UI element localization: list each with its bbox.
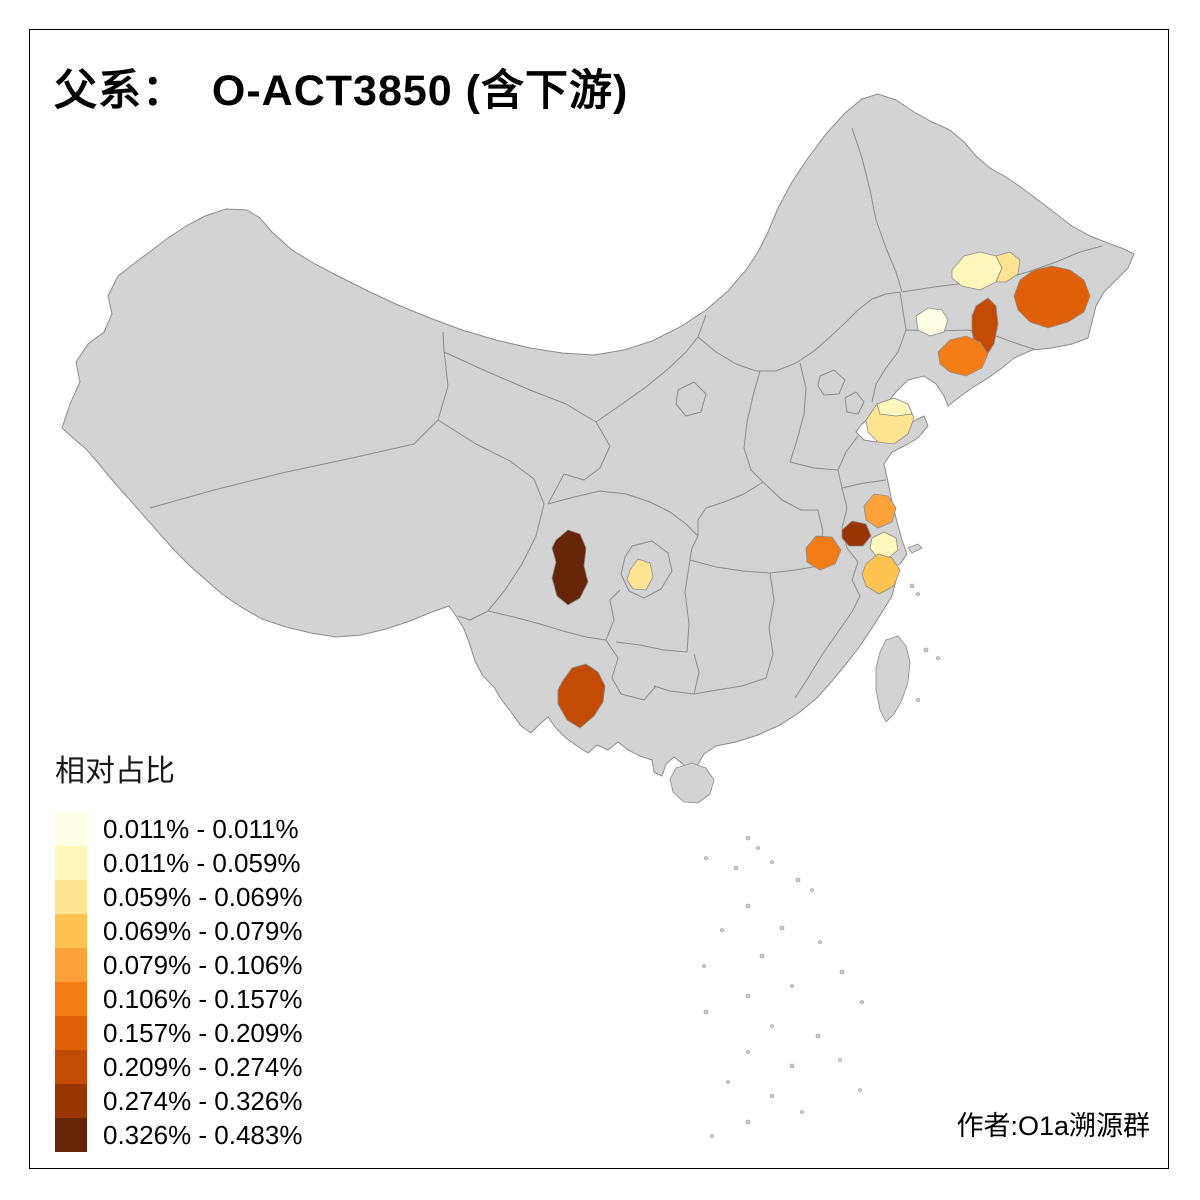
south-china-sea-islands [702,835,864,1138]
taiwan-island [875,635,911,723]
highlighted-regions [551,251,1091,729]
legend-item: 0.069% - 0.079% [55,914,302,948]
region-jiangsu-central [863,493,897,529]
legend-label: 0.209% - 0.274% [103,1051,303,1082]
region-northeast-far-east [1013,265,1091,329]
legend-swatch [55,1084,87,1118]
legend-label: 0.274% - 0.326% [103,1085,303,1116]
legend-swatch [55,880,87,914]
china-mainland [61,93,1135,777]
legend-item: 0.274% - 0.326% [55,1084,302,1118]
legend-item: 0.157% - 0.209% [55,1016,302,1050]
legend-item: 0.106% - 0.157% [55,982,302,1016]
region-yunnan-south [557,663,606,729]
legend-label: 0.011% - 0.011% [103,813,299,844]
legend-label: 0.157% - 0.209% [103,1017,303,1048]
region-northeast-pale [915,307,949,337]
region-shandong-north-edge [876,397,913,417]
legend-swatch [55,1016,87,1050]
legend-item: 0.079% - 0.106% [55,948,302,982]
legend-swatch [55,846,87,880]
author-credit: 作者:O1a溯源群 [956,1111,1150,1141]
region-northeast-patch-east [995,251,1021,283]
province-borders [149,127,1103,701]
legend-title: 相对占比 [55,755,175,788]
legend-label: 0.011% - 0.059% [103,847,301,878]
legend-label: 0.326% - 0.483% [103,1119,303,1150]
legend-item: 0.326% - 0.483% [55,1118,302,1152]
legend-swatch [55,948,87,982]
legend-item: 0.209% - 0.274% [55,1050,302,1084]
region-anhui-central [805,535,842,571]
legend-swatch [55,914,87,948]
legend-item: 0.011% - 0.059% [55,846,302,880]
legend-label: 0.069% - 0.079% [103,915,303,946]
coastal-islets [909,583,940,702]
legend-label: 0.059% - 0.069% [103,881,303,912]
region-jiangsu-south-pale [869,531,899,559]
legend-swatch [55,812,87,846]
page-title: 父系： O-ACT3850 (含下游) [54,67,629,115]
legend: 相对占比 0.011% - 0.011% 0.011% - 0.059% 0.0… [55,746,302,1152]
hainan-island [669,762,715,804]
region-sichuan-dark [551,529,589,606]
region-liaoning-south [937,335,989,377]
region-central-small [626,558,654,591]
legend-label: 0.106% - 0.157% [103,983,303,1014]
region-jiangsu-west-dark [841,520,872,547]
chongming-island [907,543,923,554]
legend-label: 0.079% - 0.106% [103,949,303,980]
legend-item: 0.011% - 0.011% [55,812,302,846]
legend-swatch [55,982,87,1016]
region-zhejiang-north [861,553,901,595]
legend-item: 0.059% - 0.069% [55,880,302,914]
legend-swatch [55,1050,87,1084]
legend-swatch [55,1118,87,1152]
